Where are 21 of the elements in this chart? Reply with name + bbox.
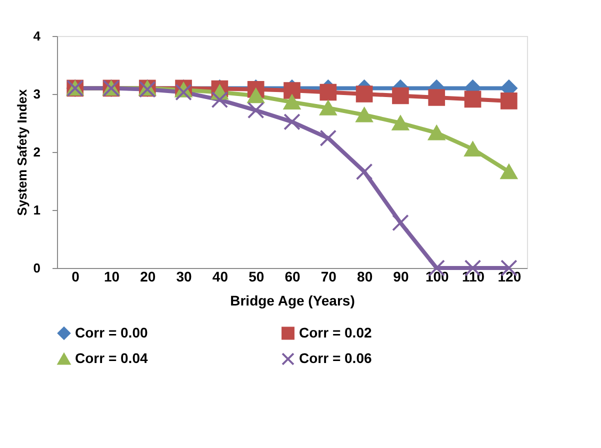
y-tick-label: 3 — [33, 86, 40, 102]
y-tick-label: 2 — [33, 144, 40, 160]
legend-label: Corr = 0.02 — [299, 324, 372, 340]
x-tick-label: 50 — [248, 268, 264, 284]
x-tick-label: 70 — [320, 268, 337, 284]
x-tick-label: 100 — [425, 268, 450, 284]
x-tick-label: 0 — [72, 268, 80, 284]
y-tick-label: 1 — [33, 202, 40, 218]
y-tick-label: 4 — [33, 28, 42, 44]
x-tick-label: 10 — [104, 268, 120, 284]
legend-label: Corr = 0.04 — [75, 350, 148, 366]
legend-label: Corr = 0.00 — [75, 324, 148, 340]
x-tick-label: 60 — [284, 268, 300, 284]
x-tick-label: 30 — [176, 268, 192, 284]
x-tick-label: 80 — [357, 268, 373, 284]
legend-label: Corr = 0.06 — [299, 350, 372, 366]
x-tick-label: 40 — [212, 268, 228, 284]
x-tick-label: 20 — [140, 268, 156, 284]
x-tick-label: 90 — [393, 268, 409, 284]
x-axis-title: Bridge Age (Years) — [230, 292, 355, 308]
y-axis-title: System Safety Index — [14, 88, 30, 216]
